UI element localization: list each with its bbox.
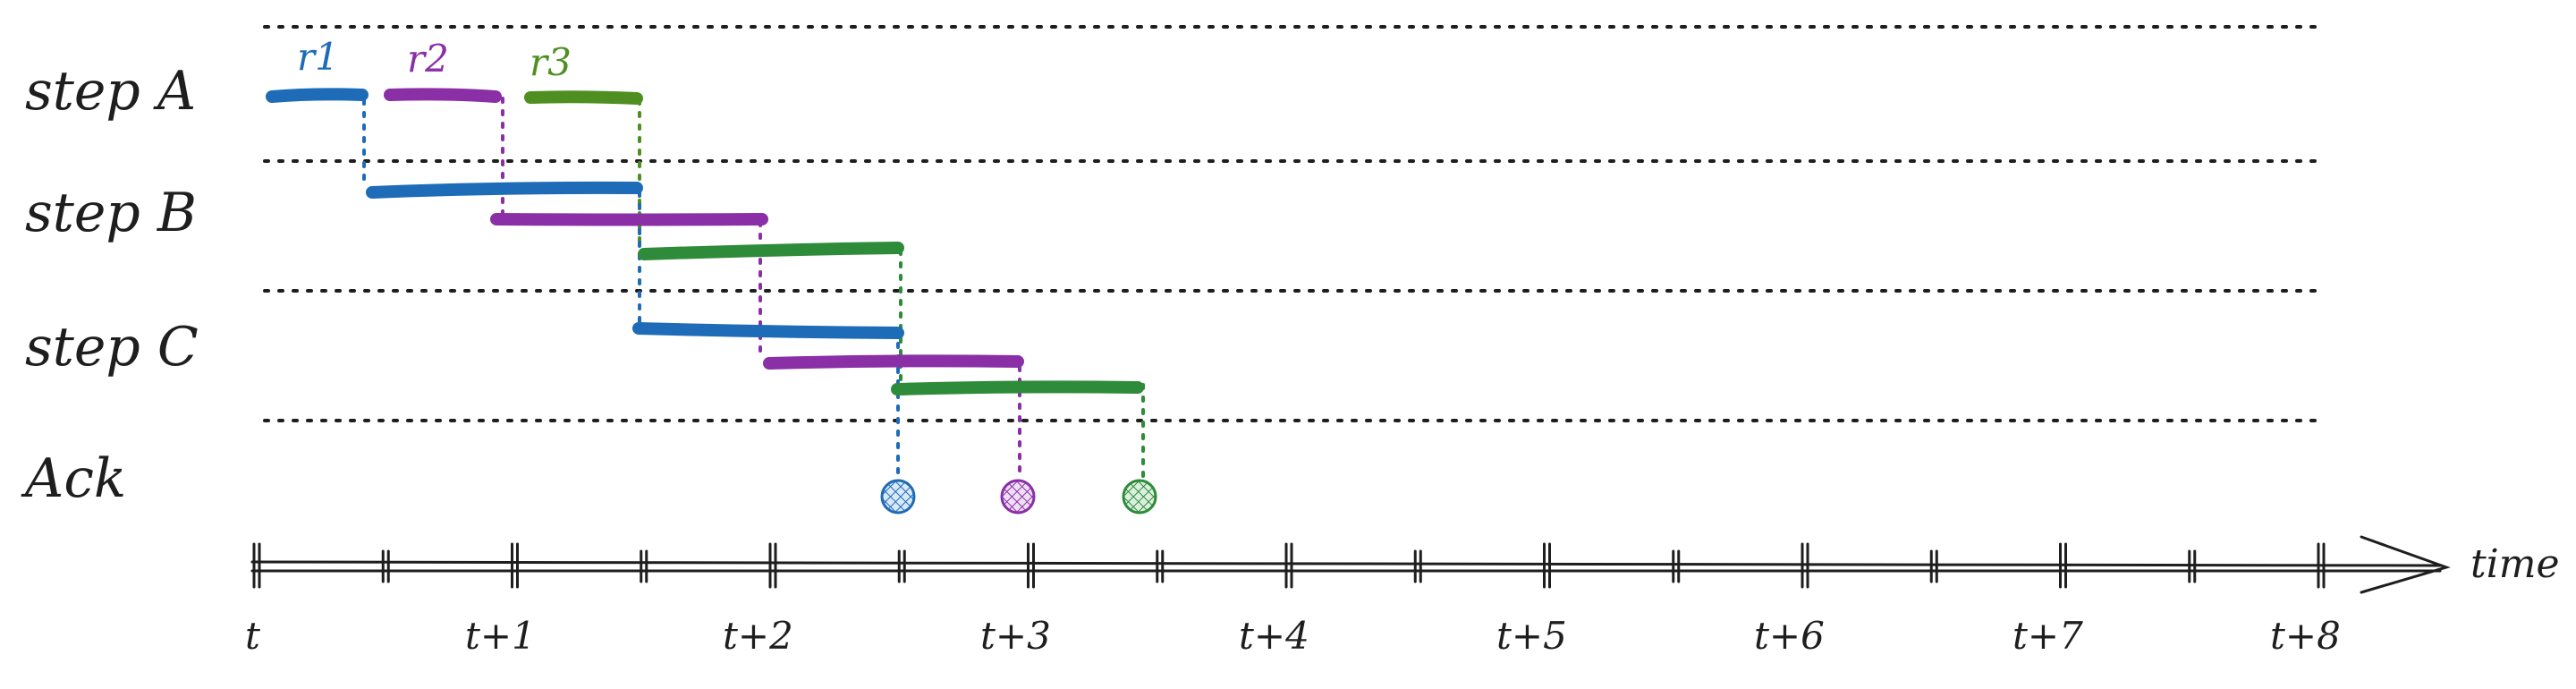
tick-label-t1: t+1: [465, 614, 536, 658]
bar-r1-step-c: [632, 322, 904, 339]
time-axis: [250, 535, 2451, 594]
request-label-r2: r2: [407, 37, 449, 81]
axis-title-time: time: [2470, 541, 2560, 587]
ack-markers: [880, 479, 1157, 515]
processing-bars: [266, 88, 1144, 396]
bar-r2-step-a: [384, 88, 502, 103]
bar-r2-step-b: [490, 213, 768, 226]
ack-circle-r1: [880, 479, 916, 515]
row-label-ack: Ack: [21, 447, 126, 510]
tick-label-t6: t+6: [1754, 614, 1825, 658]
ack-circle-r3: [1122, 479, 1157, 515]
tick-label-t2: t+2: [723, 614, 793, 658]
bar-r1-step-a: [266, 88, 369, 103]
request-label-r1: r1: [297, 35, 339, 79]
axis-arrow-head: [2360, 535, 2451, 594]
row-label-step-c: step C: [25, 316, 199, 379]
axis-tick-labels: t t+1 t+2 t+3 t+4 t+5 t+6 t+7 t+8: [245, 614, 2341, 658]
row-labels: step A step B step C Ack: [21, 60, 199, 510]
tick-label-t4: t+4: [1239, 614, 1309, 658]
bar-r3-step-b: [638, 242, 904, 260]
axis-ticks: [252, 542, 2326, 589]
tick-label-t8: t+8: [2270, 614, 2341, 658]
bar-r3-step-a: [524, 90, 643, 105]
tick-label-t: t: [245, 614, 260, 658]
row-separators: [263, 25, 2318, 422]
tick-label-t7: t+7: [2012, 614, 2083, 658]
tick-label-t5: t+5: [1496, 614, 1567, 658]
bar-r3-step-c: [891, 380, 1144, 396]
bar-r1-step-b: [366, 181, 643, 199]
request-labels: r1 r2 r3: [297, 35, 572, 84]
tick-label-t3: t+3: [980, 614, 1051, 658]
bar-r2-step-c: [763, 354, 1024, 370]
axis-line-upper: [250, 560, 2442, 567]
request-label-r3: r3: [530, 40, 572, 84]
row-label-step-a: step A: [25, 60, 196, 123]
ack-circle-r2: [1000, 479, 1036, 515]
row-label-step-b: step B: [25, 182, 197, 244]
